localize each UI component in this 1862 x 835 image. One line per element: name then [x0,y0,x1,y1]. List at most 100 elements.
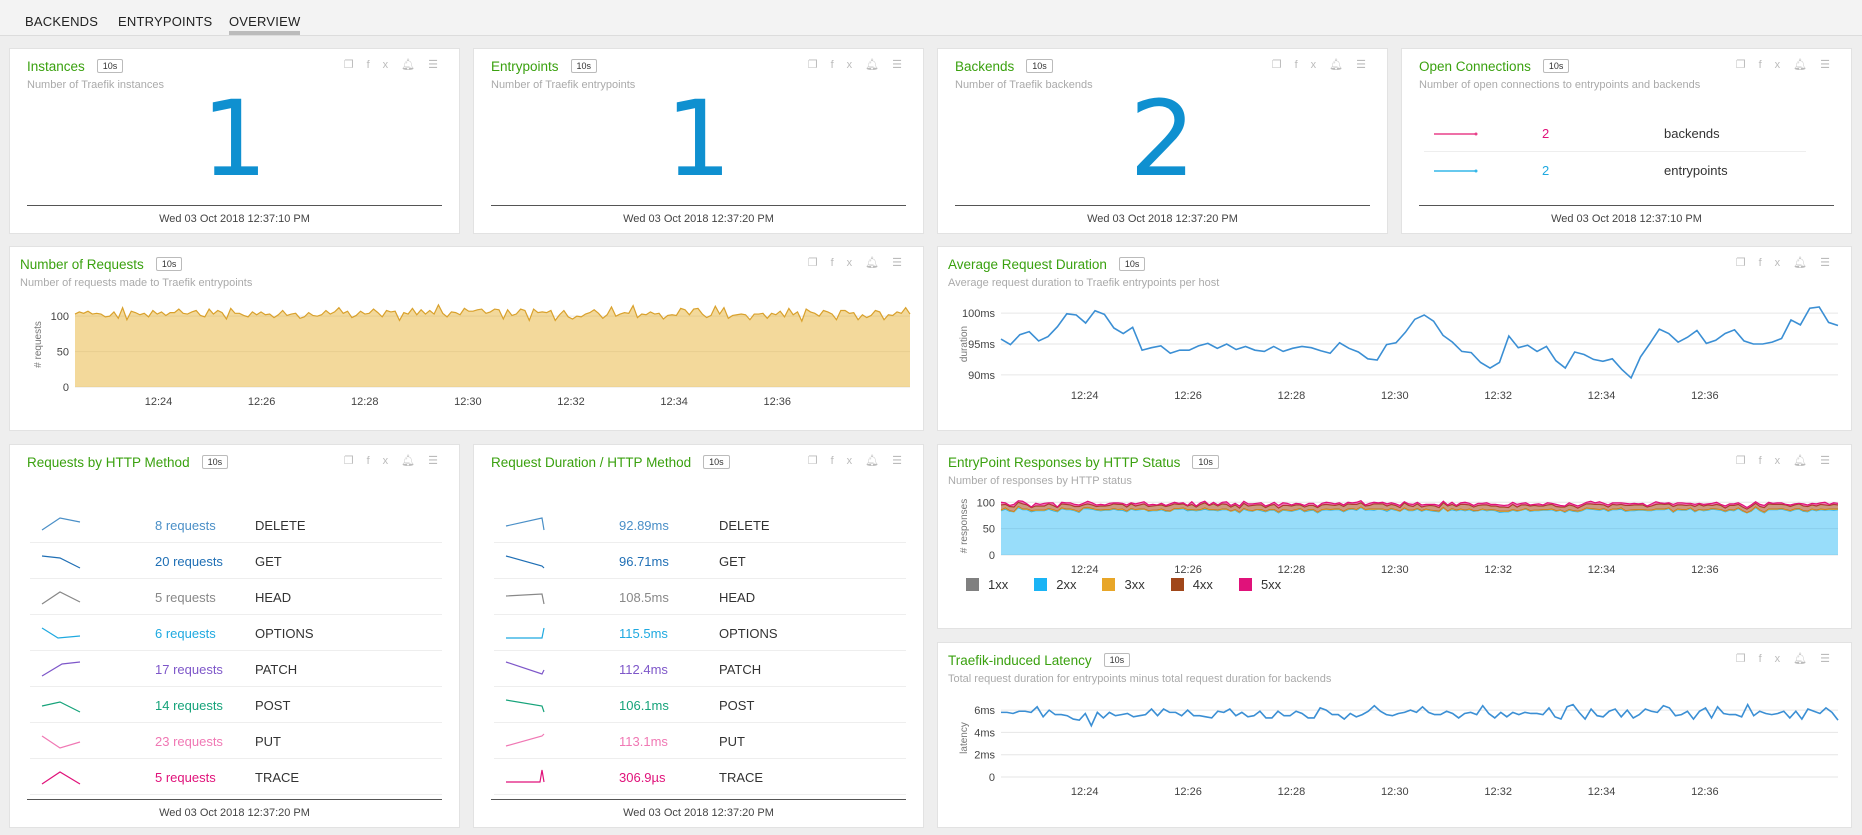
sparkline-icon [505,733,545,747]
bell-icon[interactable]: 🔔︎ [865,257,893,269]
bell-icon[interactable]: 🔔︎ [1793,653,1821,665]
menu-icon[interactable]: ☰ [892,455,915,467]
method-row: 5 requests HEAD [30,579,442,615]
copy-icon[interactable]: ❐ [807,257,831,269]
x-tick-label: 12:26 [1174,564,1202,575]
refresh-badge[interactable]: 10s [1118,257,1146,271]
menu-icon[interactable]: ☰ [892,257,915,269]
menu-icon[interactable]: ☰ [1820,455,1843,467]
refresh-badge[interactable]: 10s [155,257,183,271]
method-value: 108.5ms [619,590,669,605]
y-tick-label: 100ms [962,308,996,320]
fx-icon[interactable]: fx [830,257,866,269]
sparkline-icon [505,661,545,675]
tab-overview[interactable]: OVERVIEW [229,14,301,35]
legend-item[interactable]: 5xx [1238,577,1281,592]
copy-icon[interactable]: ❐ [343,455,367,467]
refresh-badge[interactable]: 10s [201,455,229,469]
tab-entrypoints[interactable]: ENTRYPOINTS [118,14,213,29]
method-row: 106.1ms POST [494,687,906,723]
y-tick-label: 6ms [974,705,995,717]
copy-icon[interactable]: ❐ [807,59,831,71]
menu-icon[interactable]: ☰ [428,455,451,467]
refresh-badge[interactable]: 10s [1103,653,1131,667]
sparkline-path [41,517,81,531]
fx-icon[interactable]: fx [366,455,402,467]
refresh-badge[interactable]: 10s [570,59,598,73]
legend-label: 2xx [1056,577,1077,592]
menu-icon[interactable]: ☰ [892,59,915,71]
method-row: 112.4ms PATCH [494,651,906,687]
copy-icon[interactable]: ❐ [1271,59,1295,71]
bell-icon[interactable]: 🔔︎ [1793,257,1821,269]
method-row: 306.9µs TRACE [494,759,906,795]
menu-icon[interactable]: ☰ [1820,653,1843,665]
x-tick-label: 12:32 [1484,564,1512,575]
copy-icon[interactable]: ❐ [1735,653,1759,665]
refresh-badge[interactable]: 10s [1026,59,1053,73]
refresh-badge[interactable]: 10s [96,59,124,73]
panel-title: Number of Requests [20,257,144,272]
y-tick-label: 90ms [968,370,995,382]
menu-icon[interactable]: ☰ [1356,59,1379,71]
menu-icon[interactable]: ☰ [428,59,451,71]
copy-icon[interactable]: ❐ [807,455,831,467]
fx-icon[interactable]: fx [830,59,866,71]
legend-item[interactable]: 3xx [1102,577,1145,592]
status-panel: EntryPoint Responses by HTTP Status 10s N… [937,444,1852,629]
sparkline-icon [41,771,81,785]
panel-subtitle: Number of Traefik instances [27,79,164,91]
bell-icon[interactable]: 🔔︎ [1793,59,1821,71]
requests-panel: Number of Requests 10s Number of requests… [9,246,924,431]
duration-by-method-panel: Request Duration / HTTP Method 10s ❐fx🔔︎☰… [473,444,924,828]
x-tick-label: 12:36 [763,396,791,408]
method-value: 115.5ms [619,626,668,641]
tab-backends[interactable]: BACKENDS [25,14,99,29]
y-axis-label: # requests [33,321,44,368]
connection-label: backends [1664,126,1720,141]
fx-icon[interactable]: fx [366,59,402,71]
legend-item[interactable]: 2xx [1034,577,1076,592]
status-legend: 1xx 2xx 3xx 4xx 5xx [966,577,1307,592]
copy-icon[interactable]: ❐ [1735,59,1759,71]
bell-icon[interactable]: 🔔︎ [401,455,429,467]
bell-icon[interactable]: 🔔︎ [865,455,893,467]
fx-icon[interactable]: fx [1758,455,1794,467]
bell-icon[interactable]: 🔔︎ [401,59,429,71]
bell-icon[interactable]: 🔔︎ [865,59,893,71]
refresh-badge[interactable]: 10s [1192,455,1219,469]
fx-icon[interactable]: fx [830,455,866,467]
method-row: 17 requests PATCH [30,651,442,687]
fx-icon[interactable]: fx [1758,257,1794,269]
copy-icon[interactable]: ❐ [1735,257,1759,269]
method-value: 96.71ms [619,554,669,569]
refresh-badge[interactable]: 10s [1542,59,1570,73]
fx-icon[interactable]: fx [1758,59,1794,71]
sparkline-path [505,593,545,605]
instances-value: 1 [201,78,268,200]
legend-label: 4xx [1192,577,1213,592]
sparkline-path [41,555,81,569]
refresh-badge[interactable]: 10s [703,455,730,469]
area-line [74,303,911,323]
method-value: 113.1ms [619,734,668,749]
method-row: 92.89ms DELETE [494,507,906,543]
method-name: GET [255,554,282,569]
method-name: PATCH [255,662,298,677]
x-tick-label: 12:34 [660,396,688,408]
method-name: TRACE [255,770,300,785]
legend-item[interactable]: 4xx [1170,577,1213,592]
bell-icon[interactable]: 🔔︎ [1793,455,1821,467]
fx-icon[interactable]: fx [1294,59,1330,71]
menu-icon[interactable]: ☰ [1820,257,1843,269]
panel-subtitle: Number of Traefik backends [955,79,1093,91]
method-row: 6 requests OPTIONS [30,615,442,651]
legend-item[interactable]: 1xx [966,577,1008,592]
fx-icon[interactable]: fx [1758,653,1794,665]
copy-icon[interactable]: ❐ [1735,455,1759,467]
panel-subtitle: Number of responses by HTTP status [948,475,1132,487]
menu-icon[interactable]: ☰ [1820,59,1843,71]
bell-icon[interactable]: 🔔︎ [1329,59,1357,71]
x-tick-label: 12:30 [454,396,482,408]
copy-icon[interactable]: ❐ [343,59,367,71]
